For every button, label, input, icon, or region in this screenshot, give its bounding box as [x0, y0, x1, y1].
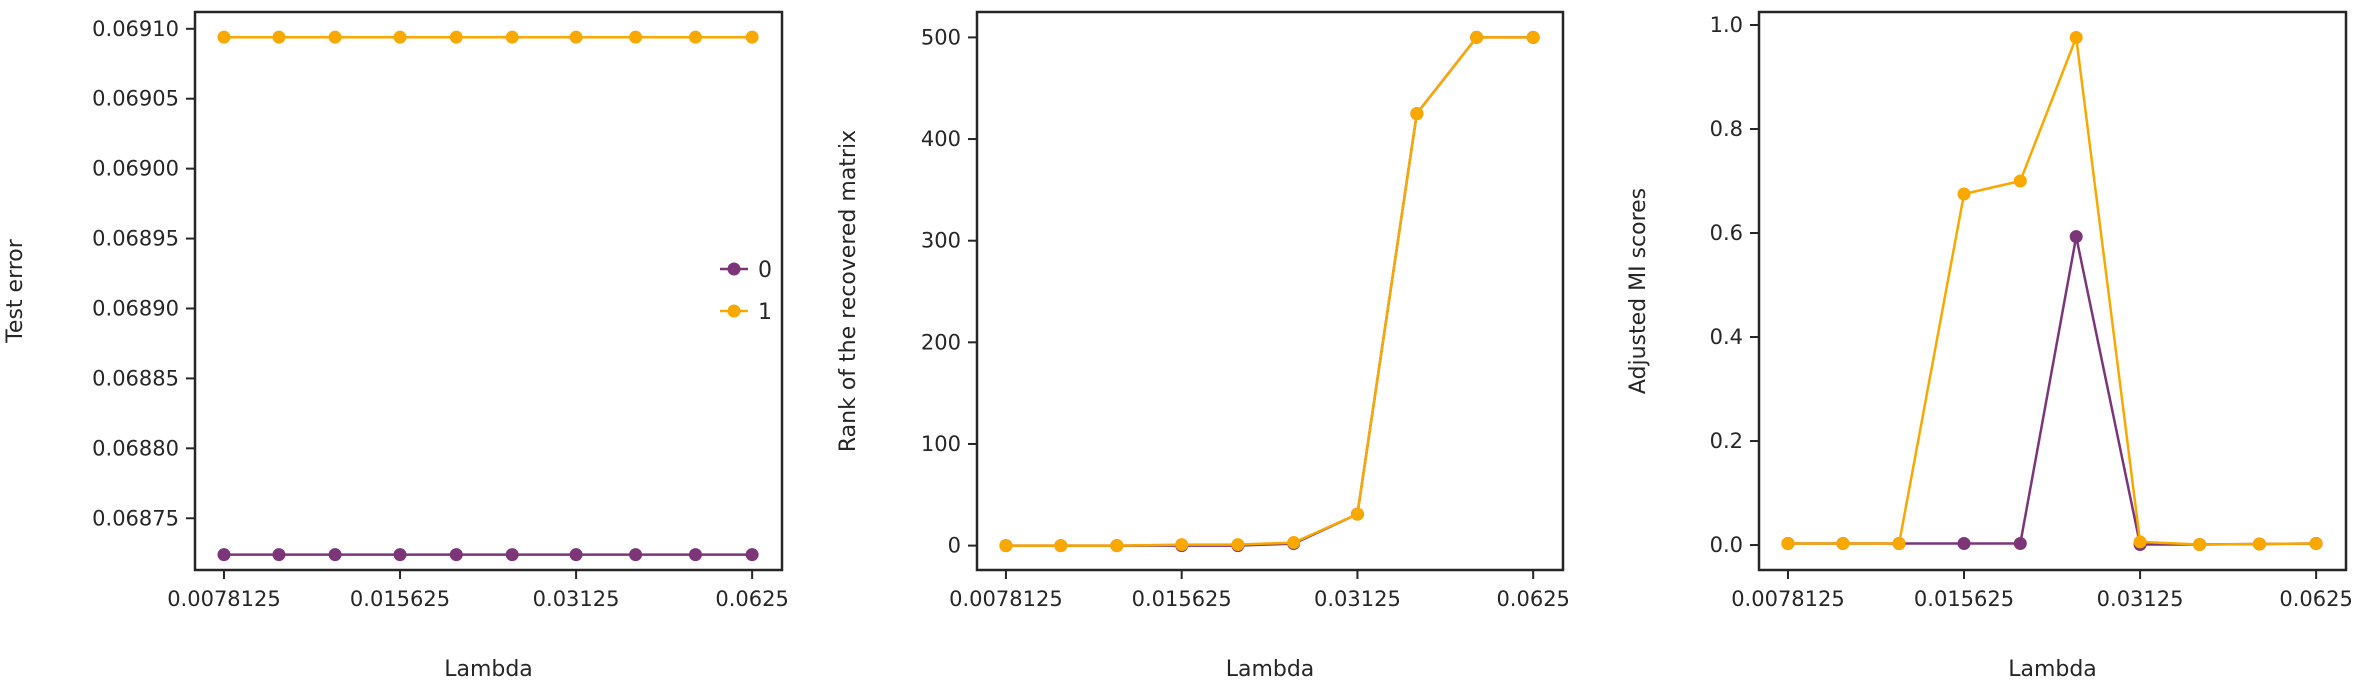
y-tick-label: 0.06890 [92, 296, 179, 320]
data-point-series-0 [688, 548, 702, 562]
data-point-series-1 [1781, 536, 1795, 550]
data-point-series-1 [745, 30, 759, 44]
y-tick-label: 0 [948, 534, 961, 558]
y-tick-label: 0.2 [1710, 429, 1743, 453]
data-point-series-1 [1287, 536, 1301, 550]
series-line-1 [1005, 36, 1534, 547]
series-line-1 [1788, 36, 2317, 546]
data-point-series-1 [688, 30, 702, 44]
x-tick-label: 0.0078125 [949, 587, 1063, 611]
data-point-series-1 [1892, 536, 1906, 550]
data-point-series-1 [2069, 30, 2083, 44]
y-tick-label: 0.06910 [92, 17, 179, 41]
y-tick-label: 0.06905 [92, 87, 179, 111]
data-point-series-1 [1231, 538, 1245, 552]
plot-frame [1757, 10, 2348, 572]
y-tick-label: 0.06900 [92, 157, 179, 181]
data-point-series-1 [1410, 107, 1424, 121]
x-tick-label: 0.03125 [2097, 587, 2184, 611]
x-tick-label: 0.0078125 [1731, 587, 1845, 611]
y-tick-label: 0.06885 [92, 366, 179, 390]
x-tick-label: 0.03125 [533, 587, 620, 611]
y-tick-label: 1.0 [1710, 13, 1743, 37]
data-point-series-0 [1957, 536, 1971, 550]
y-tick-label: 0.06895 [92, 227, 179, 251]
x-tick-label: 0.0078125 [167, 587, 281, 611]
data-point-series-0 [272, 548, 286, 562]
y-axis-label: Adjusted MI scores [1626, 188, 1651, 394]
y-tick-label: 0.06880 [92, 436, 179, 460]
data-point-series-1 [217, 30, 231, 44]
x-axis-label: Lambda [1226, 657, 1315, 682]
plot-frame [975, 10, 1565, 572]
x-tick-label: 0.03125 [1314, 587, 1401, 611]
data-point-series-1 [1526, 30, 1540, 44]
data-point-series-0 [217, 548, 231, 562]
data-point-series-0 [449, 548, 463, 562]
x-tick-label: 0.0625 [2279, 587, 2352, 611]
data-point-series-0 [505, 548, 519, 562]
data-point-series-1 [2193, 538, 2207, 552]
data-point-series-1 [449, 30, 463, 44]
legend-marker-1 [727, 304, 741, 318]
data-point-series-1 [505, 30, 519, 44]
data-point-series-1 [2252, 537, 2266, 551]
data-point-series-1 [393, 30, 407, 44]
data-point-series-0 [2013, 536, 2027, 550]
x-tick-label: 0.0625 [715, 587, 788, 611]
data-point-series-1 [328, 30, 342, 44]
y-tick-label: 400 [921, 127, 961, 151]
y-axis-label: Rank of the recovered matrix [836, 130, 861, 452]
chart-panel-adjusted-mi: 0.0 0.2 0.4 0.6 0.8 1.0 0.0078125 0.015625 0.031… [1626, 10, 2353, 682]
data-point-series-1 [272, 30, 286, 44]
data-point-series-0 [745, 548, 759, 562]
series-line-0 [1005, 36, 1534, 547]
y-tick-label: 0.6 [1710, 221, 1743, 245]
data-point-series-1 [2133, 535, 2147, 549]
data-point-series-1 [999, 539, 1013, 553]
chart-panel-test-error: 0.06875 0.06880 0.06885 0.06890 0.06895 0.069… [3, 10, 789, 682]
y-tick-label: 0.8 [1710, 117, 1743, 141]
x-tick-label: 0.015625 [350, 587, 450, 611]
data-point-series-1 [1110, 539, 1124, 553]
y-tick-label: 300 [921, 229, 961, 253]
data-point-series-1 [1836, 536, 1850, 550]
data-point-series-1 [1470, 30, 1484, 44]
data-point-series-1 [629, 30, 643, 44]
data-point-series-1 [1054, 539, 1068, 553]
x-axis-label: Lambda [2008, 657, 2097, 682]
x-tick-label: 0.015625 [1132, 587, 1232, 611]
y-axis-label: Test error [3, 238, 28, 344]
y-tick-label: 500 [921, 25, 961, 49]
y-tick-label: 0.0 [1710, 533, 1743, 557]
y-tick-label: 0.4 [1710, 325, 1743, 349]
x-tick-label: 0.015625 [1914, 587, 2014, 611]
series-line-0 [1788, 235, 2317, 546]
data-point-series-1 [1175, 538, 1189, 552]
legend: 01 [720, 258, 772, 325]
data-point-series-0 [569, 548, 583, 562]
data-point-series-1 [2013, 174, 2027, 188]
y-tick-label: 100 [921, 432, 961, 456]
data-point-series-0 [2069, 230, 2083, 244]
data-point-series-1 [2309, 536, 2323, 550]
y-tick-label: 200 [921, 330, 961, 354]
data-point-series-0 [393, 548, 407, 562]
y-tick-label: 0.06875 [92, 506, 179, 530]
chart-panel-rank: 0 100 200 300 400 500 0.0078125 0.015625 0.03125… [836, 10, 1570, 682]
plot-frame [193, 10, 784, 572]
data-point-series-0 [629, 548, 643, 562]
x-axis-label: Lambda [444, 657, 533, 682]
x-tick-label: 0.0625 [1496, 587, 1569, 611]
data-point-series-1 [569, 30, 583, 44]
data-point-series-1 [1957, 187, 1971, 201]
legend-marker-0 [727, 262, 741, 276]
data-point-series-1 [1350, 507, 1364, 521]
legend-label: 1 [758, 300, 772, 325]
data-point-series-0 [328, 548, 342, 562]
legend-label: 0 [758, 258, 772, 283]
